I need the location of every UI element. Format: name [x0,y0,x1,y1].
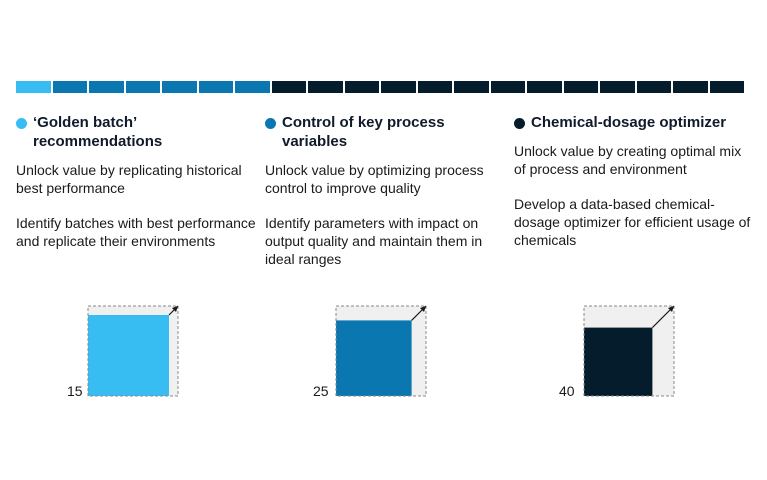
progress-segment [636,81,671,93]
column-title: ‘Golden batch’ recommendations [33,114,163,150]
column-value-text: Unlock value by optimizing process contr… [265,162,484,196]
value-label: 15 [67,383,83,399]
column-heading: Control of key process variables [265,113,505,151]
column-title: Chemical-dosage optimizer [531,114,727,131]
column-description: Identify parameters with impact on outpu… [265,215,483,267]
progress-segment [600,81,635,93]
progress-segment [162,81,197,93]
column-description: Develop a data-based chemical-dosage opt… [514,196,751,248]
column-value-text: Unlock value by replicating historical b… [16,162,242,196]
progress-segment [673,81,708,93]
column-title: Control of key process variables [282,114,445,150]
value-label: 40 [559,383,575,399]
progress-segment [89,81,124,93]
arrow-head-icon [172,306,178,312]
progress-segment [527,81,562,93]
progress-segment [344,81,379,93]
square-graphic-process-control [335,305,427,397]
progress-segment [563,81,598,93]
progress-segment [198,81,233,93]
inner-square [336,320,412,396]
square-graphic-golden-batch [87,305,179,397]
column-heading: Chemical-dosage optimizer [514,113,754,132]
progress-segment [417,81,452,93]
progress-segment [709,81,744,93]
dashed-border [87,305,179,397]
arrow-head-icon [420,306,426,312]
value-label: 25 [313,383,329,399]
progress-segment [16,81,51,93]
column-value-text: Unlock value by creating optimal mix of … [514,143,742,177]
progress-bar [16,81,744,93]
inner-square [88,315,169,396]
square-comparison-graphic [583,305,675,397]
square-comparison-graphic [335,305,427,397]
dashed-border [335,305,427,397]
column-golden-batch: ‘Golden batch’ recommendations Unlock va… [16,113,256,250]
progress-segment [235,81,270,93]
column-process-control: Control of key process variables Unlock … [265,113,505,268]
bullet-dot-icon [16,118,27,129]
column-description: Identify batches with best performance a… [16,215,256,249]
progress-segment [490,81,525,93]
progress-segment [125,81,160,93]
progress-segment [308,81,343,93]
inner-square [584,327,653,396]
square-graphic-chemical-dosage [583,305,675,397]
bullet-dot-icon [514,118,525,129]
progress-segment [454,81,489,93]
arrow-head-icon [668,306,674,312]
bullet-dot-icon [265,118,276,129]
progress-segment [271,81,306,93]
progress-segment [52,81,87,93]
column-chemical-dosage: Chemical-dosage optimizer Unlock value b… [514,113,754,249]
square-comparison-graphic [87,305,179,397]
dashed-border [583,305,675,397]
column-heading: ‘Golden batch’ recommendations [16,113,256,151]
progress-segment [381,81,416,93]
